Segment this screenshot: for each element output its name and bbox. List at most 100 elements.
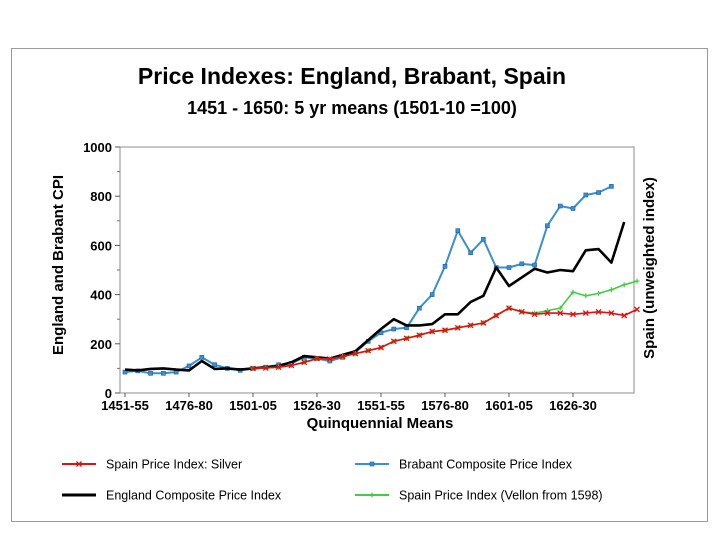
y-tick-label: 600: [90, 238, 112, 253]
data-point: [609, 184, 614, 189]
data-point: [621, 282, 627, 288]
data-point: [442, 327, 448, 334]
x-tick-label: 1601-05: [485, 398, 533, 413]
series-spain-price-index-silver: [250, 305, 640, 372]
data-point: [352, 350, 359, 357]
legend: Spain Price Index: Silver Brabant Composi…: [62, 458, 603, 503]
data-point-stroke: [390, 338, 397, 345]
y-tick-label: 1000: [83, 140, 112, 155]
chart-subtitle: 1451 - 1650: 5 yr means (1501-10 =100): [187, 98, 517, 118]
data-point: [545, 223, 550, 229]
y-tick-label: 200: [90, 337, 112, 352]
legend-label: Spain Price Index (Vellon from 1598): [399, 489, 603, 503]
data-point: [557, 203, 563, 209]
data-point-stroke: [275, 364, 282, 371]
data-point: [442, 264, 448, 269]
data-point: [582, 310, 589, 317]
x-tick-label: 1626-30: [549, 398, 597, 413]
legend-label: Brabant Composite Price Index: [399, 458, 573, 472]
data-point-stroke: [557, 310, 564, 317]
data-point-stroke: [582, 310, 589, 317]
series-england-composite-price-index: [124, 221, 626, 372]
y-axis-ticks: 0 200 400 600 800 1000: [83, 140, 120, 401]
data-point-stroke: [480, 319, 487, 326]
data-point: [369, 461, 375, 467]
data-point-stroke: [429, 328, 436, 335]
data-point: [417, 305, 422, 311]
series-line: [124, 221, 626, 372]
data-point-stroke: [76, 461, 82, 467]
data-point-stroke: [378, 344, 384, 351]
data-point: [391, 326, 397, 332]
x-tick-label: 1551-55: [357, 398, 405, 413]
data-point: [275, 364, 282, 371]
data-point-stroke: [518, 308, 525, 315]
data-point: [186, 363, 192, 369]
data-point: [570, 289, 576, 295]
data-point: [481, 236, 486, 242]
data-point: [454, 324, 461, 331]
data-point: [378, 344, 384, 351]
data-point-stroke: [352, 350, 359, 357]
data-point: [262, 364, 269, 371]
data-point-stroke: [288, 362, 295, 369]
data-point: [544, 310, 551, 317]
legend-label: Spain Price Index: Silver: [106, 458, 242, 472]
data-point-stroke: [570, 311, 576, 318]
data-point-stroke: [250, 365, 256, 372]
data-point: [583, 293, 589, 299]
data-point-stroke: [262, 364, 269, 371]
data-point: [557, 305, 563, 311]
data-point: [583, 192, 589, 198]
data-point-stroke: [365, 347, 372, 354]
data-point-stroke: [544, 310, 551, 317]
data-point: [480, 319, 487, 326]
data-point: [326, 356, 333, 363]
data-point: [76, 461, 82, 467]
legend-item: England Composite Price Index: [62, 489, 282, 503]
data-point: [570, 311, 576, 318]
legend-item: Spain Price Index: Silver: [62, 458, 242, 472]
data-point: [519, 261, 525, 267]
data-point-stroke: [531, 311, 538, 318]
data-point: [532, 262, 537, 268]
x-axis-label: Quinquennial Means: [307, 415, 454, 432]
x-tick-label: 1501-05: [229, 398, 277, 413]
x-tick-label: 1476-80: [165, 398, 213, 413]
data-point-stroke: [326, 356, 333, 363]
data-point: [403, 335, 410, 342]
data-point: [468, 250, 473, 256]
data-point: [212, 362, 217, 368]
data-point: [369, 492, 375, 498]
data-point: [506, 305, 512, 312]
data-point: [250, 365, 256, 372]
data-point: [390, 338, 397, 345]
data-point: [608, 310, 615, 317]
data-point-stroke: [467, 322, 474, 329]
data-point: [493, 312, 500, 319]
legend-label: England Composite Price Index: [106, 489, 282, 503]
y2-axis-label: Spain (unweighted index): [641, 177, 658, 359]
data-point: [506, 265, 512, 270]
data-point: [621, 312, 628, 319]
x-axis-ticks: 1451-55 1476-80 1501-05 1526-30 1551-55 1576-…: [101, 393, 597, 413]
data-point: [161, 371, 166, 376]
data-point-stroke: [442, 327, 448, 334]
data-point: [634, 306, 640, 313]
chart-title: Price Indexes: England, Brabant, Spain: [138, 63, 566, 89]
data-point: [314, 355, 320, 362]
data-point: [429, 328, 436, 335]
data-point-stroke: [493, 312, 500, 319]
data-point-stroke: [301, 359, 308, 366]
data-point: [608, 287, 614, 293]
data-point-stroke: [595, 308, 602, 315]
data-point: [339, 353, 346, 360]
data-point-stroke: [314, 355, 320, 362]
x-tick-label: 1451-55: [101, 398, 149, 413]
series-layer: [122, 184, 640, 376]
legend-item: Brabant Composite Price Index: [355, 458, 573, 472]
data-point: [429, 292, 435, 297]
data-point: [467, 322, 474, 329]
data-point: [148, 371, 153, 376]
